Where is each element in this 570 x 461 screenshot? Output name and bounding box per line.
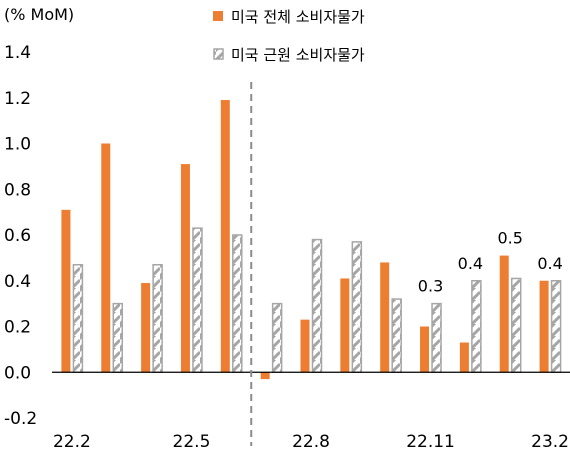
bar-headline-cpi [380,262,390,373]
bar-core-cpi [510,277,522,373]
bar-headline-cpi [141,283,151,373]
bar-headline-cpi [340,278,350,373]
bar-headline-cpi [220,100,230,373]
bar-core-cpi [431,302,442,373]
bar-headline-cpi [420,326,430,373]
bar-core-cpi [311,238,323,373]
bar-core-cpi [232,234,243,373]
legend: 미국 전체 소비자물가 미국 근원 소비자물가 [213,8,365,64]
y-tick-label: 1.4 [4,43,31,63]
x-tick-label: 22.5 [173,432,211,452]
data-label: 0.3 [418,277,443,296]
bar-core-cpi [192,227,203,373]
legend-swatch-headline-cpi [213,11,223,21]
bar-headline-cpi [180,164,190,373]
bar-core-cpi [391,298,402,373]
bar-core-cpi [112,302,124,373]
bar-core-cpi [550,280,562,373]
bar-headline-cpi [61,209,71,373]
bar-headline-cpi [539,280,549,373]
bar-core-cpi [271,302,283,373]
y-tick-label: 1.0 [4,135,31,155]
x-tick-label: 22.2 [53,432,91,452]
bar-headline-cpi [499,255,509,373]
x-tick-label: 22.11 [406,432,455,452]
legend-label-core-cpi: 미국 근원 소비자물가 [231,46,365,64]
bar-core-cpi [471,280,482,373]
y-tick-label: 0.4 [4,272,31,292]
y-tick-label: -0.2 [4,409,37,429]
bar-headline-cpi [260,372,270,380]
y-tick-label: 0.8 [4,180,31,200]
bars [61,100,562,380]
bar-core-cpi [152,263,163,373]
data-labels: 0.3 0.4 0.5 0.4 [418,229,563,296]
x-tick-label: 23.2 [531,432,569,452]
bar-core-cpi [351,241,363,373]
legend-label-headline-cpi: 미국 전체 소비자물가 [231,8,365,26]
x-axis-tick-labels: 22.2 22.5 22.8 22.11 23.2 [53,432,569,452]
bar-headline-cpi [459,342,469,373]
bar-headline-cpi [300,319,310,373]
data-label: 0.4 [537,254,562,273]
unit-label: (% MoM) [4,5,74,24]
y-axis-tick-labels: 1.4 1.2 1.0 0.8 0.6 0.4 0.2 0.0 -0.2 [4,43,37,429]
legend-item-headline-cpi: 미국 전체 소비자물가 [213,8,365,26]
data-label: 0.4 [458,254,483,273]
y-tick-label: 0.6 [4,226,31,246]
bar-core-cpi [72,263,84,373]
y-tick-label: 0.0 [4,363,31,383]
x-tick-label: 22.8 [292,432,330,452]
data-label: 0.5 [498,229,523,248]
legend-item-core-cpi: 미국 근원 소비자물가 [213,46,365,64]
y-tick-label: 1.2 [4,89,31,109]
bar-headline-cpi [101,143,111,373]
y-tick-label: 0.2 [4,318,31,338]
legend-swatch-core-cpi [213,48,224,60]
